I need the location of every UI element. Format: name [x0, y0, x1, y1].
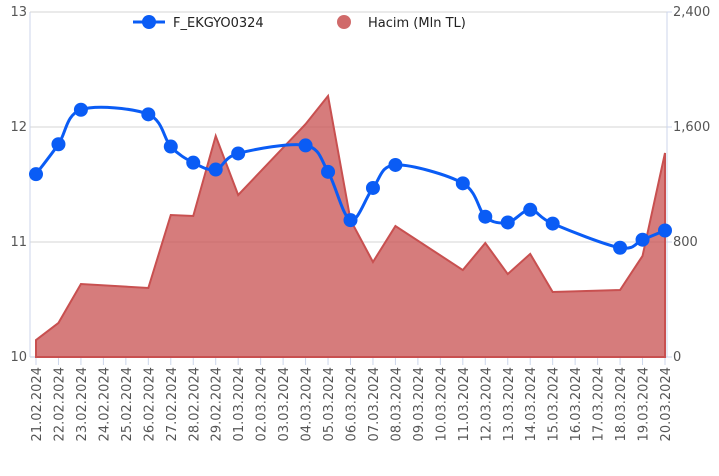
x-tick-label: 05.03.2024 [322, 367, 337, 441]
legend-item[interactable]: F_EKGYO0324 [133, 15, 264, 31]
x-tick-label: 17.03.2024 [592, 367, 607, 441]
x-tick-label: 20.03.2024 [659, 367, 674, 441]
x-tick-label: 10.03.2024 [434, 367, 449, 441]
x-tick-label: 01.03.2024 [232, 367, 247, 441]
price-marker [343, 213, 358, 228]
price-marker [321, 164, 336, 179]
legend-item[interactable]: Hacim (Mln TL) [337, 15, 466, 31]
x-tick-label: 19.03.2024 [637, 367, 652, 441]
x-tick-label: 18.03.2024 [614, 367, 629, 441]
x-tick-label: 29.02.2024 [210, 367, 225, 441]
price-marker [658, 223, 672, 238]
price-marker [388, 157, 403, 172]
price-marker [186, 155, 201, 170]
price-marker [478, 209, 493, 224]
x-tick-label: 28.02.2024 [187, 367, 202, 441]
y-tick-label: 13 [10, 5, 27, 20]
price-marker [613, 240, 628, 255]
x-tick-label: 03.03.2024 [277, 367, 292, 441]
price-marker [298, 138, 313, 153]
x-tick-label: 11.03.2024 [457, 367, 472, 441]
y-tick-label: 12 [10, 120, 27, 135]
x-tick-label: 08.03.2024 [389, 367, 404, 441]
y-tick-label: 11 [10, 235, 27, 250]
price-marker [523, 202, 538, 217]
price-marker [231, 146, 246, 161]
price-marker [455, 176, 470, 191]
x-tick-label: 04.03.2024 [300, 367, 315, 441]
x-tick-label: 26.02.2024 [142, 367, 157, 441]
price-marker [208, 162, 223, 177]
x-tick-label: 09.03.2024 [412, 367, 427, 441]
x-tick-label: 14.03.2024 [524, 367, 539, 441]
x-tick-label: 15.03.2024 [547, 367, 562, 441]
price-marker [51, 137, 66, 152]
x-tick-label: 06.03.2024 [345, 367, 360, 441]
x-tick-label: 27.02.2024 [165, 367, 180, 441]
price-marker [29, 167, 43, 182]
price-marker [141, 107, 156, 122]
y-tick-label: 10 [10, 350, 27, 365]
y2-tick-label: 800 [673, 235, 698, 250]
price-marker [545, 216, 560, 231]
x-tick-label: 24.02.2024 [97, 367, 112, 441]
price-marker [163, 139, 178, 154]
y2-tick-label: 2,400 [673, 5, 710, 20]
x-tick-label: 21.02.2024 [30, 367, 45, 441]
legend-label: Hacim (Mln TL) [368, 16, 466, 31]
x-tick-label: 25.02.2024 [120, 367, 135, 441]
legend-marker [337, 15, 351, 29]
y2-tick-label: 1,600 [673, 120, 710, 135]
price-marker [500, 215, 515, 230]
x-tick-label: 13.03.2024 [502, 367, 517, 441]
price-marker [365, 180, 380, 195]
x-tick-label: 22.02.2024 [52, 367, 67, 441]
legend-marker [142, 15, 156, 29]
legend-label: F_EKGYO0324 [173, 16, 264, 31]
x-tick-label: 07.03.2024 [367, 367, 382, 441]
price-marker [635, 232, 650, 247]
price-marker [73, 102, 88, 117]
legend: F_EKGYO0324 Hacim (Mln TL) [133, 15, 466, 31]
x-tick-label: 16.03.2024 [569, 367, 584, 441]
x-tick-label: 02.03.2024 [255, 367, 270, 441]
x-tick-label: 12.03.2024 [479, 367, 494, 441]
x-tick-label: 23.02.2024 [75, 367, 90, 441]
y2-tick-label: 0 [673, 350, 681, 365]
